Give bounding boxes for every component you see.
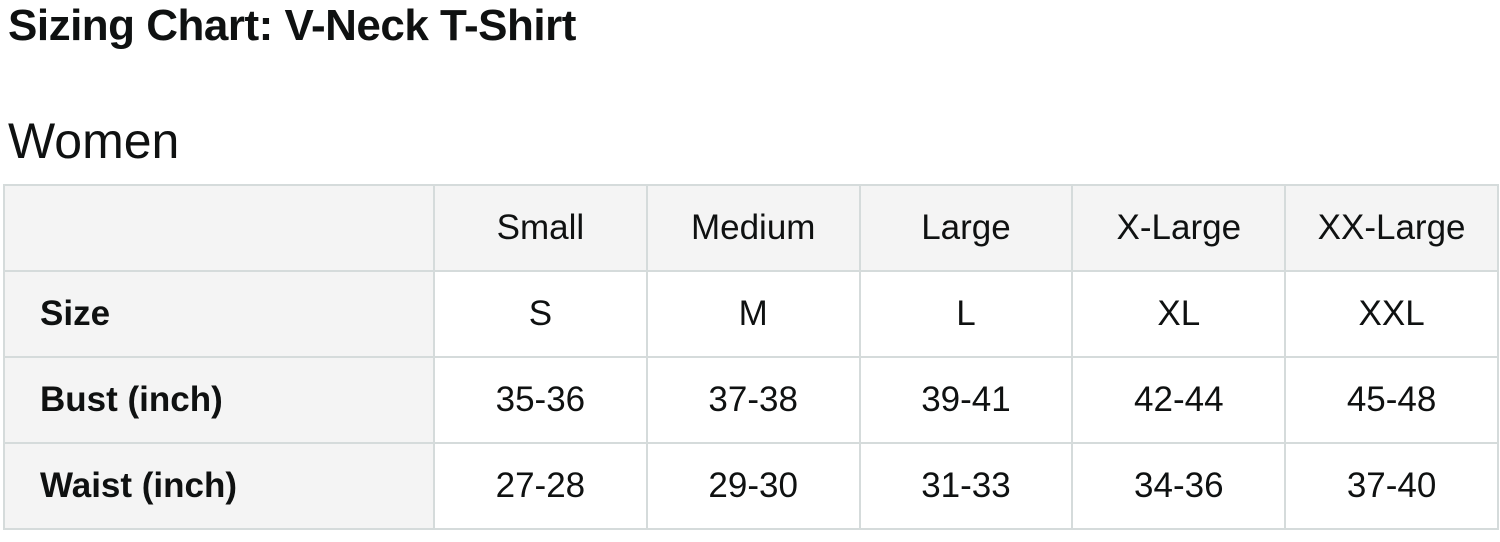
cell-size-xx-large: XXL (1284, 270, 1499, 358)
column-header-small: Small (433, 184, 648, 272)
row-label-size: Size (3, 270, 435, 358)
table-row-waist: Waist (inch) 27-28 29-30 31-33 34-36 37-… (3, 442, 1499, 530)
row-label-waist: Waist (inch) (3, 442, 435, 530)
page-title: Sizing Chart: V-Neck T-Shirt (8, 1, 576, 50)
column-header-medium: Medium (645, 184, 861, 272)
cell-size-medium: M (645, 270, 861, 358)
table-row-bust: Bust (inch) 35-36 37-38 39-41 42-44 45-4… (3, 356, 1499, 444)
cell-size-small: S (433, 270, 648, 358)
cell-bust-medium: 37-38 (645, 356, 861, 444)
cell-waist-small: 27-28 (433, 442, 648, 530)
cell-bust-xx-large: 45-48 (1284, 356, 1499, 444)
cell-bust-large: 39-41 (858, 356, 1074, 444)
cell-bust-x-large: 42-44 (1071, 356, 1287, 444)
column-header-xx-large: XX-Large (1284, 184, 1499, 272)
cell-size-x-large: XL (1071, 270, 1287, 358)
cell-waist-medium: 29-30 (645, 442, 861, 530)
row-label-bust: Bust (inch) (3, 356, 435, 444)
sizing-table: Small Medium Large X-Large XX-Large Size… (3, 184, 1499, 530)
column-header-large: Large (858, 184, 1074, 272)
cell-waist-large: 31-33 (858, 442, 1074, 530)
cell-size-large: L (858, 270, 1074, 358)
table-row-size: Size S M L XL XXL (3, 270, 1499, 358)
table-header-row: Small Medium Large X-Large XX-Large (3, 184, 1499, 272)
cell-waist-x-large: 34-36 (1071, 442, 1287, 530)
cell-waist-xx-large: 37-40 (1284, 442, 1499, 530)
section-heading-women: Women (8, 113, 180, 169)
column-header-x-large: X-Large (1071, 184, 1287, 272)
cell-bust-small: 35-36 (433, 356, 648, 444)
corner-cell (3, 184, 435, 272)
